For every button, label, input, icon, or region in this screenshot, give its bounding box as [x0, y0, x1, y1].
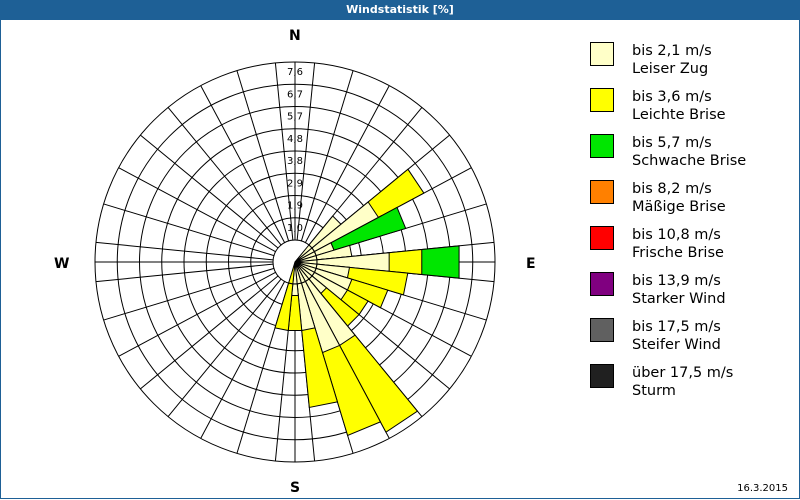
ring-label: 5,7: [287, 112, 303, 123]
legend-label: über 17,5 m/s Sturm: [632, 365, 734, 399]
legend-swatch: [590, 134, 614, 158]
compass-west: W: [54, 256, 70, 272]
ring-label: 1,9: [287, 201, 303, 212]
compass-north: N: [289, 28, 301, 44]
ring-label: 2,9: [287, 178, 303, 189]
ring-label: 3,8: [287, 156, 303, 167]
legend-swatch: [590, 180, 614, 204]
ring-label: 6,7: [287, 89, 303, 100]
ring-label: 1,0: [287, 223, 303, 234]
legend-label: bis 10,8 m/s Frische Brise: [632, 227, 724, 261]
legend-swatch: [590, 318, 614, 342]
legend-label: bis 3,6 m/s Leichte Brise: [632, 89, 726, 123]
compass-east: E: [526, 256, 536, 272]
legend-swatch: [590, 272, 614, 296]
compass-south: S: [290, 480, 301, 496]
legend-label: bis 5,7 m/s Schwache Brise: [632, 135, 747, 169]
ring-label: 4,8: [287, 134, 303, 145]
ring-label: 7,6: [287, 67, 303, 78]
chart-title-bar: Windstatistik [%]: [0, 0, 800, 20]
legend-swatch: [590, 226, 614, 250]
legend-swatch: [590, 88, 614, 112]
legend-swatch: [590, 364, 614, 388]
chart-title: Windstatistik [%]: [346, 3, 454, 16]
legend-label: bis 13,9 m/s Starker Wind: [632, 273, 726, 307]
date-label: 16.3.2015: [737, 483, 788, 494]
legend-label: bis 17,5 m/s Steifer Wind: [632, 319, 721, 353]
legend-label: bis 8,2 m/s Mäßige Brise: [632, 181, 726, 215]
legend-swatch: [590, 42, 614, 66]
legend-label: bis 2,1 m/s Leiser Zug: [632, 43, 712, 77]
